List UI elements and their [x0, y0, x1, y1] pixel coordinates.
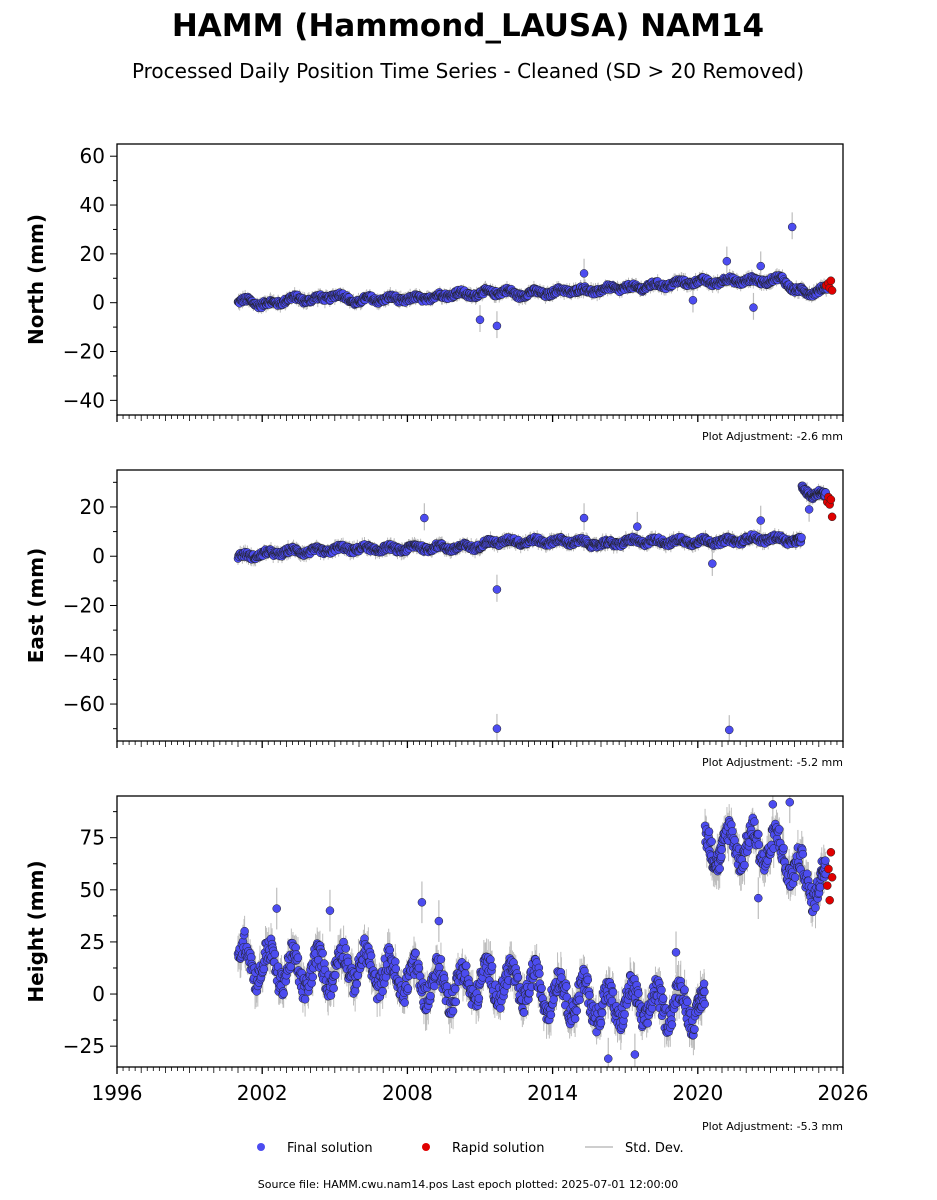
y-tick-label: −20	[63, 340, 105, 364]
y-tick-label: −40	[63, 388, 105, 412]
north-plot-adjustment: Plot Adjustment: -2.6 mm	[702, 430, 843, 443]
final-solution-outlier	[688, 296, 698, 305]
figure-subtitle: Processed Daily Position Time Series - C…	[132, 59, 804, 83]
final-solution-outlier	[579, 513, 589, 523]
final-solution-outlier	[749, 303, 758, 312]
rapid-solution-point	[826, 495, 836, 504]
height-plot-area	[233, 796, 837, 1067]
final-solution-outlier	[722, 256, 732, 266]
east-std-dev-bars	[237, 481, 827, 741]
height-std-dev-bars	[237, 796, 827, 1067]
rapid-solution-point	[827, 512, 837, 522]
east-rapid-points	[823, 492, 837, 522]
y-tick-label: 20	[80, 495, 105, 519]
final-solution-outlier	[804, 505, 814, 514]
final-solution-outlier	[787, 222, 797, 232]
final-solution-outlier	[725, 725, 734, 735]
figure-title: HAMM (Hammond_LAUSA) NAM14	[172, 8, 764, 44]
y-tick-label: 40	[80, 193, 105, 217]
y-tick-label: 60	[80, 144, 105, 168]
y-tick-label: −40	[63, 643, 105, 667]
rapid-solution-point	[826, 276, 836, 285]
final-solution-outlier	[492, 321, 502, 331]
y-tick-label: −20	[63, 594, 105, 618]
final-solution-outlier	[756, 261, 765, 271]
north-final-points	[233, 222, 833, 331]
north-y-axis-label: North (mm)	[24, 214, 48, 345]
y-tick-label: −60	[63, 692, 105, 716]
east-plot-adjustment: Plot Adjustment: -5.2 mm	[702, 756, 843, 769]
panels: −40 −20 0 20 40 60 North (mm) Plot Adjustment: …	[24, 143, 868, 1133]
north-plot-area	[233, 212, 837, 339]
final-solution-outlier	[475, 315, 485, 325]
final-solution-outlier	[579, 269, 589, 278]
east-final-points	[233, 481, 830, 735]
panel-north: −40 −20 0 20 40 60 North (mm) Plot Adjustment: …	[24, 143, 844, 443]
panel-east: −60 −40 −20 0 20 East (mm) Plot Adjustment: -5…	[24, 469, 844, 769]
final-solution-outlier	[633, 522, 642, 531]
east-plot-area	[233, 481, 837, 741]
final-solution-outlier	[756, 516, 765, 525]
final-solution-point	[797, 533, 806, 542]
final-solution-outlier	[708, 559, 717, 568]
east-axes-frame	[116, 469, 844, 742]
final-solution-outlier	[492, 585, 502, 594]
north-std-dev-bars	[237, 212, 829, 339]
y-tick-label: 0	[92, 544, 105, 568]
y-tick-label: 0	[92, 291, 105, 315]
final-solution-outlier	[492, 724, 502, 733]
final-solution-outlier	[420, 513, 429, 523]
y-tick-label: 20	[80, 242, 105, 266]
rapid-solution-point	[827, 286, 837, 295]
north-rapid-points	[821, 276, 837, 295]
east-y-axis-label: East (mm)	[24, 548, 48, 664]
